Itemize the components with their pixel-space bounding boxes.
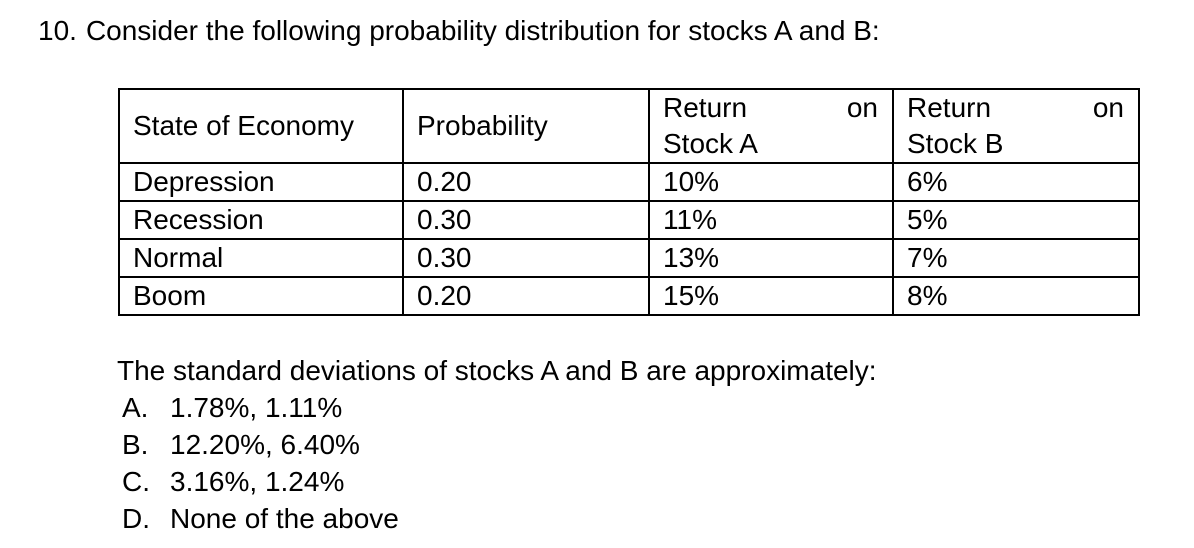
option-text: 3.16%, 1.24% <box>170 466 345 497</box>
option-text: None of the above <box>170 503 399 534</box>
cell-return-b: 7% <box>892 238 1140 278</box>
cell-return-b: 5% <box>892 200 1140 240</box>
table-row: Recession 0.30 11% 5% <box>118 200 1140 240</box>
header-return-b-line2: Stock B <box>907 128 1004 159</box>
cell-state: Recession <box>118 200 404 240</box>
sub-question: The standard deviations of stocks A and … <box>117 352 877 537</box>
cell-return-a: 10% <box>648 162 894 202</box>
cell-state: Depression <box>118 162 404 202</box>
cell-state: Normal <box>118 238 404 278</box>
cell-probability: 0.30 <box>402 238 650 278</box>
header-return-a-on: on <box>846 92 878 123</box>
sub-question-prompt: The standard deviations of stocks A and … <box>117 355 877 386</box>
header-return-a-line2: Stock A <box>663 128 758 159</box>
question-text: Consider the following probability distr… <box>85 15 880 46</box>
header-probability: Probability <box>402 88 650 164</box>
answer-option-c: C. 3.16%, 1.24% <box>122 463 877 500</box>
cell-return-a: 15% <box>648 276 894 316</box>
option-letter: A. <box>122 392 149 423</box>
answer-option-b: B. 12.20%, 6.40% <box>122 426 877 463</box>
table-row: Depression 0.20 10% 6% <box>118 162 1140 202</box>
table-header-row: State of Economy Probability Return on S… <box>118 88 1140 164</box>
question-title: 10. Consider the following probability d… <box>38 14 880 48</box>
cell-return-b: 6% <box>892 162 1140 202</box>
table-row: Normal 0.30 13% 7% <box>118 238 1140 278</box>
cell-probability: 0.20 <box>402 162 650 202</box>
cell-probability: 0.20 <box>402 276 650 316</box>
answer-option-a: A. 1.78%, 1.11% <box>122 389 877 426</box>
cell-state: Boom <box>118 276 404 316</box>
option-letter: D. <box>122 503 150 534</box>
header-return-b-word: Return <box>907 92 992 123</box>
option-text: 1.78%, 1.11% <box>170 392 343 423</box>
header-return-stock-a: Return on Stock A <box>648 88 894 164</box>
header-return-stock-b: Return on Stock B <box>892 88 1140 164</box>
answer-options: A. 1.78%, 1.11% B. 12.20%, 6.40% C. 3.16… <box>122 389 877 537</box>
option-text: 12.20%, 6.40% <box>170 429 360 460</box>
header-state-of-economy: State of Economy <box>118 88 404 164</box>
question-number: 10. <box>38 15 77 46</box>
table-row: Boom 0.20 15% 8% <box>118 276 1140 316</box>
answer-option-d: D. None of the above <box>122 500 877 537</box>
cell-return-a: 13% <box>648 238 894 278</box>
header-return-b-on: on <box>1092 92 1124 123</box>
cell-return-b: 8% <box>892 276 1140 316</box>
cell-return-a: 11% <box>648 200 894 240</box>
probability-distribution-table: State of Economy Probability Return on S… <box>118 88 1140 316</box>
header-return-a-word: Return <box>663 92 748 123</box>
option-letter: B. <box>122 429 149 460</box>
cell-probability: 0.30 <box>402 200 650 240</box>
option-letter: C. <box>122 466 150 497</box>
